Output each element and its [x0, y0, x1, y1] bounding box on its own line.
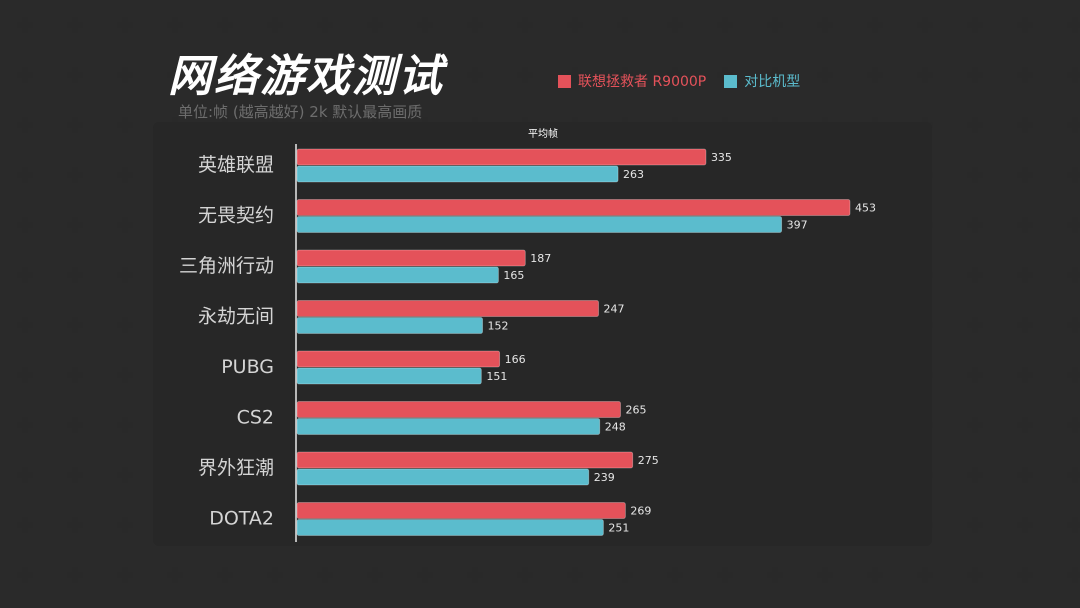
category-label: 界外狂潮: [198, 457, 274, 479]
data-label: 265: [625, 404, 646, 417]
bar-series-b: [296, 468, 590, 486]
legend-item-series-b: 对比机型: [724, 71, 800, 91]
data-label: 251: [608, 522, 629, 535]
chart-legend: 联想拯救者 R9000P 对比机型: [558, 71, 818, 91]
data-label: 263: [623, 168, 644, 181]
bar-series-b: [296, 266, 499, 284]
legend-label-series-a: 联想拯救者 R9000P: [578, 74, 707, 90]
data-label: 269: [630, 505, 651, 518]
bar-series-a: [296, 249, 526, 267]
bar-series-b: [296, 519, 604, 536]
category-label: CS2: [237, 407, 274, 429]
data-label: 152: [488, 320, 509, 333]
category-label: PUBG: [221, 356, 274, 378]
bar-series-b: [296, 165, 619, 183]
legend-swatch-series-a: [558, 74, 571, 88]
bar-series-b: [296, 367, 482, 385]
data-label: 453: [855, 202, 876, 215]
chart-title: 平均帧: [528, 127, 558, 140]
bar-series-a: [296, 199, 851, 216]
data-label: 151: [486, 370, 507, 383]
page-title: 网络游戏测试: [168, 51, 444, 102]
data-label: 187: [530, 252, 551, 265]
data-label: 397: [787, 219, 808, 232]
data-label: 166: [505, 353, 526, 366]
data-label: 248: [605, 421, 626, 434]
bar-series-a: [296, 300, 599, 317]
data-label: 165: [503, 269, 524, 282]
bar-series-a: [296, 148, 707, 166]
legend-swatch-series-b: [724, 74, 738, 88]
category-label: 无畏契约: [198, 205, 274, 227]
page-subtitle: 单位:帧 (越高越好) 2k 默认最高画质: [178, 103, 423, 121]
category-label: 英雄联盟: [198, 154, 274, 176]
legend-label-series-b: 对比机型: [744, 74, 801, 90]
bar-series-a: [296, 350, 501, 368]
bar-series-b: [296, 317, 483, 334]
category-label: 三角洲行动: [179, 255, 274, 277]
data-label: 335: [711, 151, 732, 164]
bar-series-a: [296, 401, 621, 418]
data-label: 275: [638, 454, 659, 467]
category-label: 永劫无间: [198, 306, 274, 328]
bar-series-a: [296, 502, 626, 519]
category-label: DOTA2: [209, 508, 274, 530]
data-label: 247: [604, 303, 625, 316]
legend-item-series-a: 联想拯救者 R9000P: [558, 71, 706, 91]
bar-series-b: [296, 418, 601, 435]
bar-series-a: [296, 451, 634, 469]
data-label: 239: [594, 471, 615, 484]
bar-series-b: [296, 216, 783, 233]
